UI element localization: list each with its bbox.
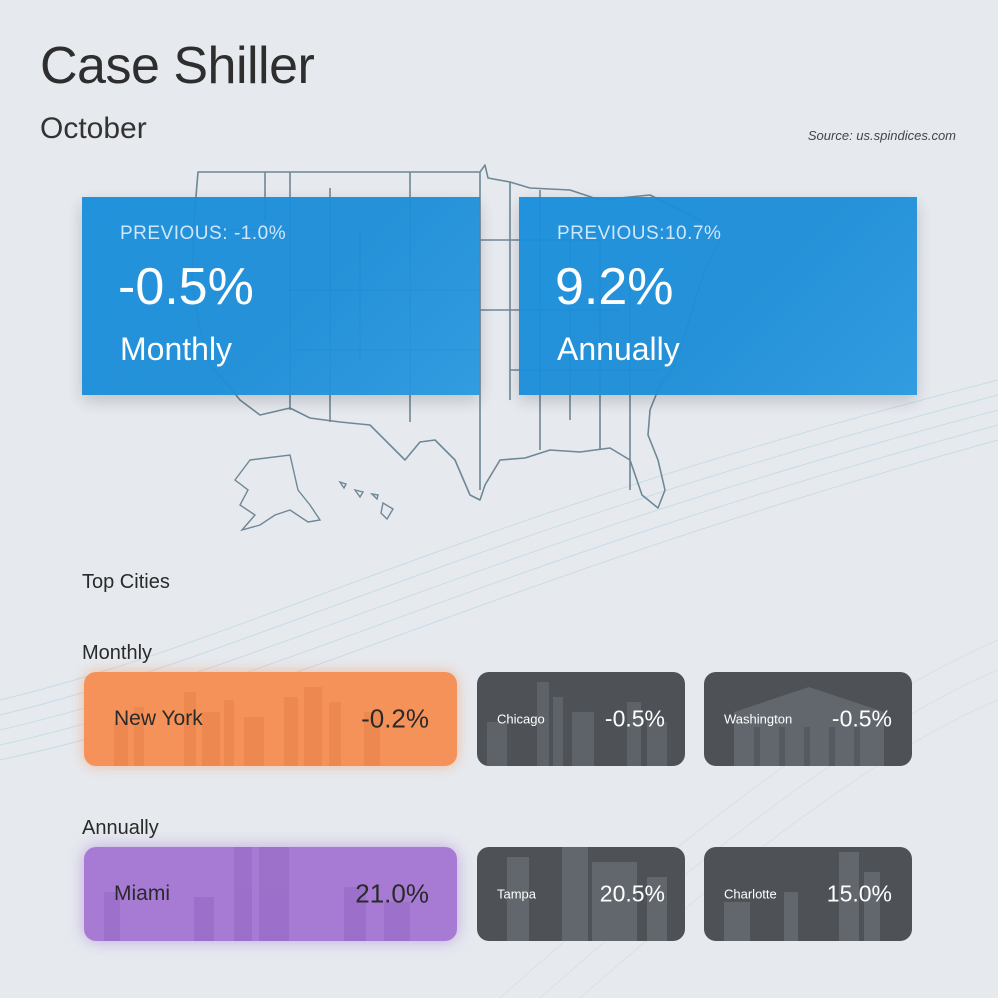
city-tile-washington: Washington -0.5%: [704, 672, 912, 766]
current-value: 9.2%: [555, 258, 674, 316]
period-label: Monthly: [120, 331, 233, 367]
skyline-image: [507, 847, 667, 941]
previous-line: PREVIOUS: -1.0%: [120, 223, 286, 245]
city-name: Tampa: [497, 886, 537, 902]
city-name: Chicago: [497, 711, 545, 727]
skyline-image: [734, 687, 884, 766]
city-tile-tampa: Tampa 20.5%: [477, 847, 685, 941]
city-name: Charlotte: [724, 886, 777, 902]
skyline-image: [104, 847, 410, 941]
previous-label: PREVIOUS:: [120, 223, 228, 244]
page-subtitle: October: [40, 112, 147, 145]
source-note: Source: us.spindices.com: [807, 128, 956, 143]
city-value: -0.2%: [361, 703, 429, 734]
city-tile-miami: Miami 21.0%: [84, 847, 457, 941]
annual-stat-card: PREVIOUS:10.7% 9.2% Annually: [519, 197, 917, 395]
city-value: 15.0%: [826, 880, 892, 907]
skyline-image: [487, 682, 667, 766]
previous-value: -1.0%: [233, 223, 287, 244]
page-title: Case Shiller: [40, 37, 315, 95]
previous-label: PREVIOUS:: [557, 223, 665, 244]
city-value: 21.0%: [355, 878, 429, 909]
city-tile-charlotte: Charlotte 15.0%: [704, 847, 912, 941]
previous-value: 10.7%: [664, 223, 722, 244]
skyline-image: [114, 687, 380, 766]
annually-section-label: Annually: [82, 817, 159, 839]
city-value: 20.5%: [599, 880, 665, 907]
city-name: Miami: [114, 882, 170, 905]
city-tile-new-york: New York -0.2%: [84, 672, 457, 766]
city-tile-chicago: Chicago -0.5%: [477, 672, 685, 766]
city-value: -0.5%: [831, 705, 892, 732]
monthly-section-label: Monthly: [82, 642, 153, 664]
city-name: Washington: [724, 711, 793, 727]
top-cities-heading: Top Cities: [82, 571, 170, 593]
period-label: Annually: [557, 331, 680, 367]
current-value: -0.5%: [118, 258, 254, 316]
city-name: New York: [114, 707, 203, 730]
city-value: -0.5%: [604, 705, 665, 732]
skyline-image: [724, 852, 880, 941]
monthly-stat-card: PREVIOUS: -1.0% -0.5% Monthly: [82, 197, 480, 395]
previous-line: PREVIOUS:10.7%: [557, 223, 721, 245]
